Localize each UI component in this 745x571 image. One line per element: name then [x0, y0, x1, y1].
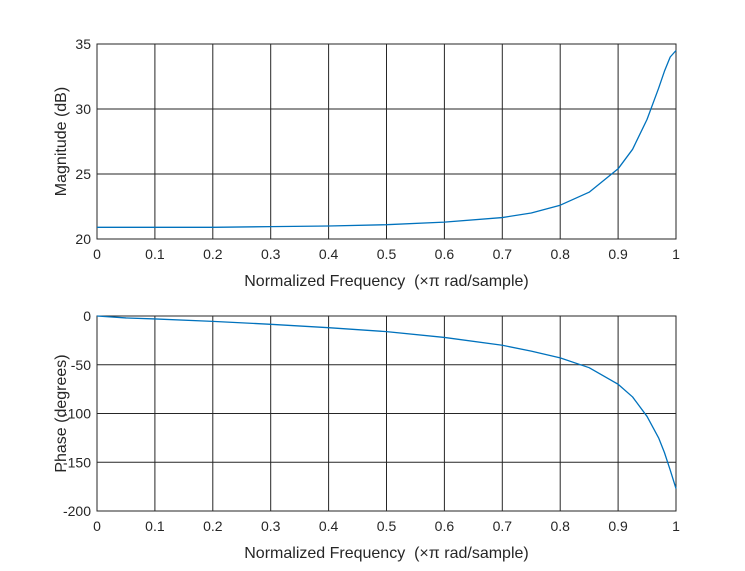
magnitude-x-tick-label: 1	[672, 246, 680, 262]
phase-response-line	[96, 315, 677, 489]
phase-panel: 0 0.1 0.2 0.3 0.4 0.5 0.6 0.7 0.8 0.9 1 -200 -150 -10…	[53, 308, 680, 562]
phase-y-tick-label: -50	[71, 357, 91, 373]
phase-y-axis-label: Phase (degrees)	[53, 354, 70, 472]
phase-y-tick-label: 0	[83, 308, 91, 324]
phase-x-tick-label: 0.4	[319, 518, 339, 534]
magnitude-x-tick-label: 0.5	[377, 246, 397, 262]
magnitude-y-tick-label: 35	[75, 36, 91, 52]
phase-axes-frame	[96, 315, 677, 512]
phase-y-tick-label: -200	[63, 503, 91, 519]
phase-x-tick-label: 0.9	[608, 518, 628, 534]
magnitude-x-tick-label: 0.4	[319, 246, 339, 262]
phase-y-tick-label: -150	[63, 454, 91, 470]
magnitude-x-tick-label: 0.2	[203, 246, 223, 262]
magnitude-x-axis-label: Normalized Frequency (×π rad/sample)	[244, 273, 528, 290]
magnitude-x-tick-label: 0	[93, 246, 101, 262]
magnitude-axes-frame	[96, 43, 677, 240]
magnitude-x-tick-label: 0.8	[550, 246, 570, 262]
phase-x-axis-label: Normalized Frequency (×π rad/sample)	[244, 545, 528, 562]
phase-x-tick-label: 1	[672, 518, 680, 534]
phase-x-tick-label: 0.6	[435, 518, 455, 534]
magnitude-y-axis-label: Magnitude (dB)	[53, 87, 70, 196]
phase-x-tick-label: 0	[93, 518, 101, 534]
phase-x-tick-label: 0.1	[145, 518, 165, 534]
magnitude-response-line	[97, 50, 677, 228]
magnitude-x-tick-label: 0.3	[261, 246, 281, 262]
phase-x-tick-label: 0.8	[550, 518, 570, 534]
magnitude-y-tick-label: 30	[75, 101, 91, 117]
magnitude-y-tick-label: 20	[75, 231, 91, 247]
magnitude-x-tick-label: 0.6	[435, 246, 455, 262]
magnitude-x-tick-label: 0.9	[608, 246, 628, 262]
phase-y-tick-label: -100	[63, 406, 91, 422]
magnitude-x-tick-label: 0.7	[493, 246, 513, 262]
phase-x-tick-label: 0.5	[377, 518, 397, 534]
phase-x-tick-label: 0.7	[493, 518, 513, 534]
magnitude-x-tick-label: 0.1	[145, 246, 165, 262]
magnitude-y-tick-label: 25	[75, 166, 91, 182]
magnitude-panel: 0 0.1 0.2 0.3 0.4 0.5 0.6 0.7 0.8 0.9 1 20 25 30 35 Nor…	[53, 36, 680, 290]
phase-x-tick-label: 0.2	[203, 518, 223, 534]
phase-x-tick-label: 0.3	[261, 518, 281, 534]
